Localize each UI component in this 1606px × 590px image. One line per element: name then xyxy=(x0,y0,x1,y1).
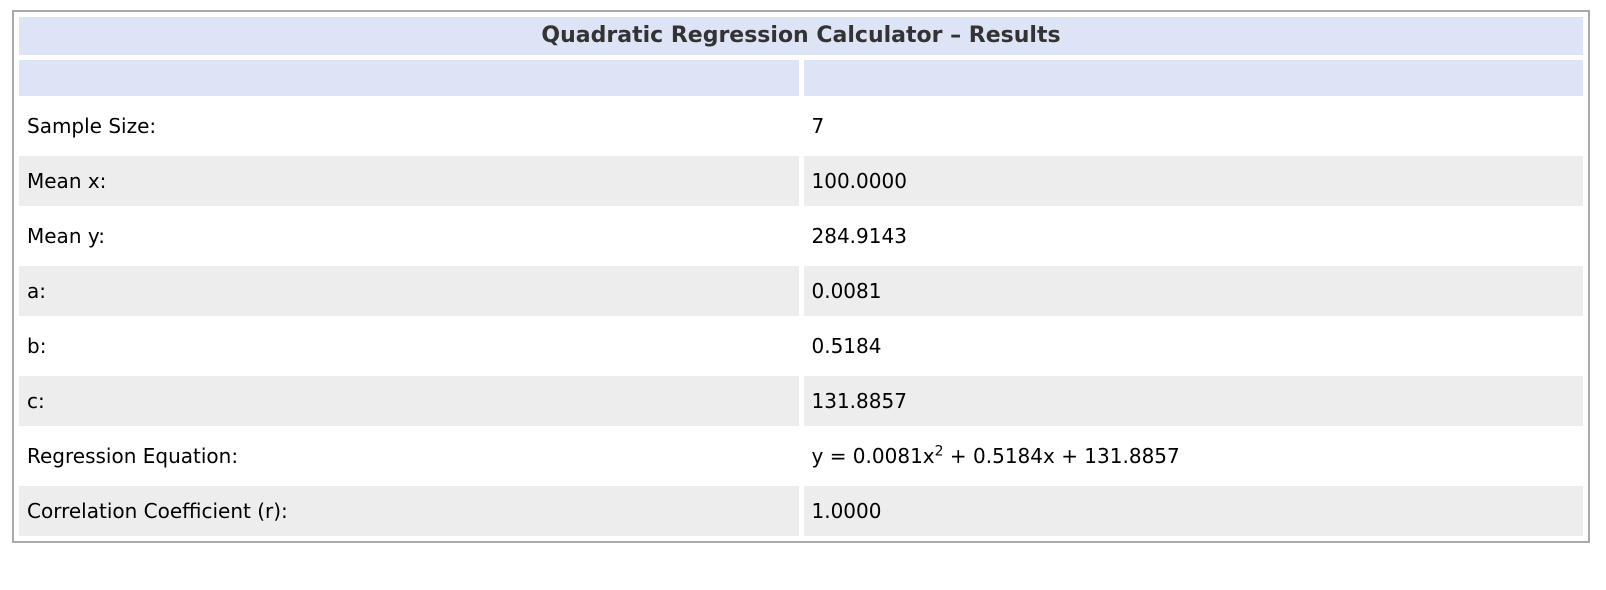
results-panel: Quadratic Regression Calculator – Result… xyxy=(12,10,1590,543)
result-value-equation: y = 0.0081x2 + 0.5184x + 131.8857 xyxy=(803,431,1583,481)
equation-rest: + 0.5184x + 131.8857 xyxy=(943,444,1180,468)
result-row-mean-y: Mean y: 284.9143 xyxy=(19,211,1583,261)
result-value: 7 xyxy=(803,101,1583,151)
result-label: c: xyxy=(19,376,799,426)
result-label: a: xyxy=(19,266,799,316)
column-header-label xyxy=(19,60,799,96)
result-row-regression-equation: Regression Equation: y = 0.0081x2 + 0.51… xyxy=(19,431,1583,481)
result-row-a: a: 0.0081 xyxy=(19,266,1583,316)
column-header-row xyxy=(19,60,1583,96)
result-label: Regression Equation: xyxy=(19,431,799,481)
result-value: 131.8857 xyxy=(803,376,1583,426)
result-value: 0.5184 xyxy=(803,321,1583,371)
results-table: Quadratic Regression Calculator – Result… xyxy=(14,12,1588,541)
result-label: Mean y: xyxy=(19,211,799,261)
result-label: Mean x: xyxy=(19,156,799,206)
result-row-mean-x: Mean x: 100.0000 xyxy=(19,156,1583,206)
result-value: 1.0000 xyxy=(803,486,1583,536)
equation-base: y = 0.0081x xyxy=(811,444,935,468)
result-row-sample-size: Sample Size: 7 xyxy=(19,101,1583,151)
result-label: Correlation Coefficient (r): xyxy=(19,486,799,536)
result-label: b: xyxy=(19,321,799,371)
page-title: Quadratic Regression Calculator – Result… xyxy=(19,17,1583,55)
equation-exponent: 2 xyxy=(934,443,944,460)
result-value: 0.0081 xyxy=(803,266,1583,316)
result-row-correlation-coefficient: Correlation Coefficient (r): 1.0000 xyxy=(19,486,1583,536)
result-row-c: c: 131.8857 xyxy=(19,376,1583,426)
result-value: 284.9143 xyxy=(803,211,1583,261)
result-row-b: b: 0.5184 xyxy=(19,321,1583,371)
column-header-value xyxy=(803,60,1583,96)
title-row: Quadratic Regression Calculator – Result… xyxy=(19,17,1583,55)
result-label: Sample Size: xyxy=(19,101,799,151)
result-value: 100.0000 xyxy=(803,156,1583,206)
